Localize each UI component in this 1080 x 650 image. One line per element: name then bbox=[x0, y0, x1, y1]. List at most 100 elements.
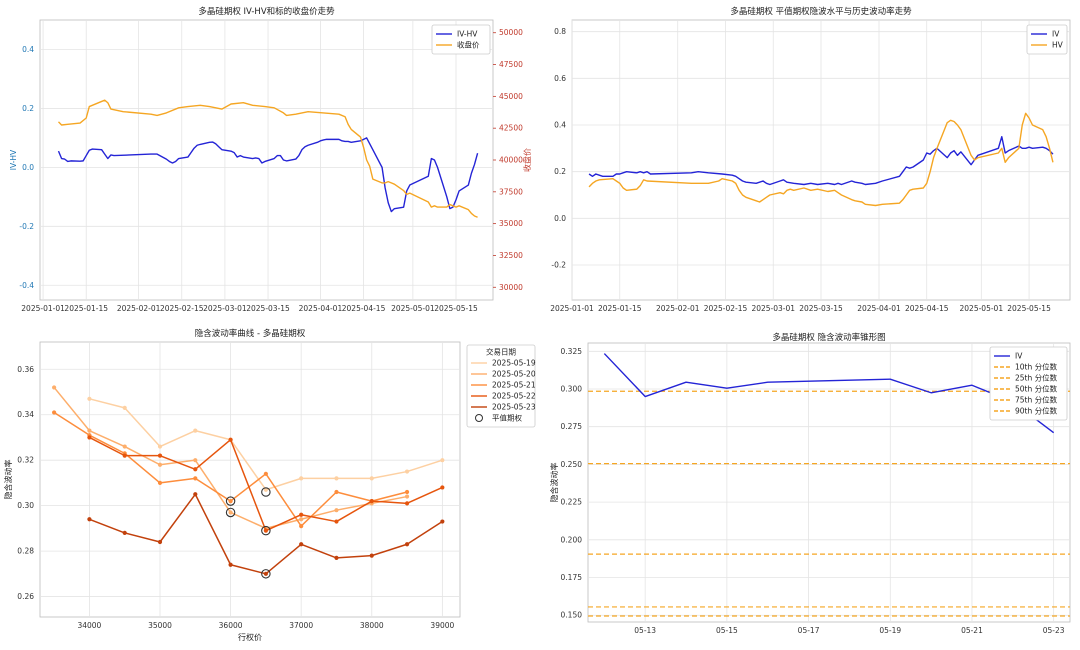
chart-title: 多晶硅期权 隐含波动率锥形图 bbox=[772, 332, 885, 343]
plot-area bbox=[39, 19, 494, 301]
series-line bbox=[57, 137, 479, 213]
x-tick-label: 2025-03-15 bbox=[799, 304, 843, 313]
y-tick-label: 0.300 bbox=[561, 384, 583, 393]
y2-axis-label: 收盘价 bbox=[522, 148, 532, 172]
legend-label: 2025-05-22 bbox=[492, 392, 536, 401]
data-point bbox=[334, 508, 339, 513]
data-point bbox=[404, 501, 410, 506]
x-tick-label: 05-17 bbox=[798, 626, 820, 635]
data-point bbox=[369, 476, 374, 481]
data-point bbox=[299, 517, 304, 522]
x-tick-label: 2025-05-15 bbox=[1007, 304, 1051, 313]
legend-label: IV bbox=[1015, 352, 1023, 361]
y2-tick-label: 45000 bbox=[499, 92, 523, 101]
x-tick-label: 2025-04-15 bbox=[342, 304, 386, 313]
y-tick-label: 0.0 bbox=[554, 214, 566, 223]
data-point bbox=[263, 471, 268, 476]
y-tick-label: 0.2 bbox=[22, 104, 34, 113]
x-tick-label: 38000 bbox=[360, 621, 384, 630]
data-point bbox=[228, 510, 233, 515]
y-tick-label: 0.0 bbox=[22, 163, 34, 172]
x-tick-label: 2025-01-01 bbox=[550, 304, 594, 313]
data-point bbox=[157, 480, 163, 486]
legend-marker bbox=[475, 414, 483, 422]
y2-tick-label: 30000 bbox=[499, 283, 523, 292]
data-point bbox=[404, 489, 410, 495]
data-point bbox=[440, 519, 445, 524]
data-point bbox=[228, 562, 233, 567]
x-tick-label: 34000 bbox=[77, 621, 101, 630]
y-tick-label: -0.4 bbox=[19, 281, 34, 290]
y-tick-label: 0.175 bbox=[561, 573, 583, 582]
data-point bbox=[369, 553, 374, 558]
y2-tick-label: 37500 bbox=[499, 187, 523, 196]
data-point bbox=[87, 435, 92, 440]
data-point bbox=[299, 476, 304, 481]
data-point bbox=[228, 498, 233, 504]
x-tick-label: 05-15 bbox=[716, 626, 738, 635]
data-point bbox=[87, 517, 92, 522]
legend-title: 交易日期 bbox=[486, 347, 516, 357]
y-tick-label: 0.8 bbox=[554, 27, 566, 36]
data-point bbox=[404, 494, 410, 499]
x-tick-label: 36000 bbox=[219, 621, 243, 630]
y-tick-label: 0.325 bbox=[561, 347, 583, 356]
x-tick-label: 2025-03-01 bbox=[751, 304, 795, 313]
x-tick-label: 2025-05-01 bbox=[391, 304, 435, 313]
x-tick-label: 05-23 bbox=[1043, 626, 1065, 635]
data-point bbox=[334, 555, 339, 561]
data-point bbox=[334, 489, 339, 495]
legend-box bbox=[431, 24, 491, 55]
chart-iv-smile: 34000 35000 36000 37000 38000 39000 0.26 0.28 0.… bbox=[3, 328, 536, 642]
data-point bbox=[52, 385, 57, 390]
chart-atm-iv-hv: 2025-01-01 2025-01-15 2025-02-01 2025-02-15… bbox=[550, 6, 1071, 313]
y-tick-label: 0.26 bbox=[17, 592, 34, 601]
y-tick-label: -0.2 bbox=[19, 222, 34, 231]
data-point bbox=[299, 542, 304, 547]
data-point bbox=[193, 458, 198, 463]
legend-label: IV bbox=[1052, 30, 1060, 39]
data-point bbox=[263, 487, 268, 492]
data-point bbox=[263, 571, 268, 576]
x-axis-label: 行权价 bbox=[238, 632, 262, 642]
data-point bbox=[122, 530, 127, 536]
y2-tick-label: 42500 bbox=[499, 124, 523, 133]
data-point bbox=[157, 453, 163, 458]
x-tick-label: 05-13 bbox=[634, 626, 656, 635]
legend-label: IV-HV bbox=[457, 30, 478, 39]
data-point bbox=[193, 428, 198, 433]
x-tick-label: 2025-02-01 bbox=[656, 304, 700, 313]
atm-marker bbox=[261, 569, 271, 579]
legend-label: HV bbox=[1052, 41, 1064, 50]
y2-tick-label: 50000 bbox=[499, 28, 523, 37]
data-point bbox=[334, 476, 339, 481]
y-axis-label: 隐含波动率 bbox=[549, 463, 559, 503]
y-tick-label: 0.275 bbox=[561, 422, 583, 431]
y-axis-label: IV-HV bbox=[9, 149, 18, 170]
chart-title: 多晶硅期权 IV-HV和标的收盘价走势 bbox=[198, 6, 335, 17]
chart-title: 隐含波动率曲线 - 多晶硅期权 bbox=[195, 328, 306, 339]
data-point bbox=[369, 498, 374, 504]
atm-marker bbox=[225, 496, 236, 506]
y-tick-label: 0.32 bbox=[17, 456, 34, 465]
x-tick-label: 39000 bbox=[430, 621, 454, 630]
data-point bbox=[122, 453, 127, 458]
y-tick-label: 0.150 bbox=[561, 611, 583, 620]
legend-label: 平值期权 bbox=[492, 413, 522, 423]
x-tick-label: 2025-01-15 bbox=[64, 304, 108, 313]
series-line bbox=[588, 112, 1054, 207]
y-tick-label: 0.6 bbox=[554, 74, 566, 83]
y2-tick-label: 35000 bbox=[499, 219, 523, 228]
atm-marker bbox=[261, 525, 271, 536]
y-tick-label: 0.4 bbox=[554, 121, 566, 130]
y-tick-label: 0.2 bbox=[554, 167, 566, 176]
chart-iv-hv-price: 2025-01-01 2025-01-15 2025-02-01 2025-02-15… bbox=[9, 6, 532, 313]
series-line bbox=[57, 99, 478, 218]
legend-label: 25th 分位数 bbox=[1015, 373, 1058, 383]
x-tick-label: 2025-02-15 bbox=[704, 304, 748, 313]
x-tick-label: 05-21 bbox=[961, 626, 983, 635]
data-point bbox=[87, 428, 92, 433]
series-line bbox=[588, 135, 1054, 186]
